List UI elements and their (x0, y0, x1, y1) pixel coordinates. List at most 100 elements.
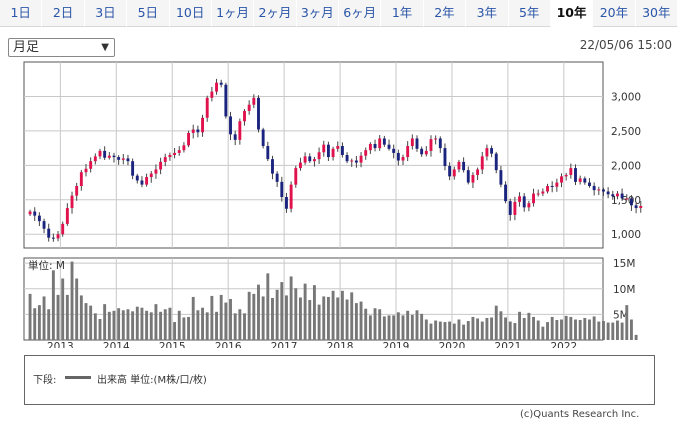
candle-down (634, 205, 638, 209)
volume-bar (443, 322, 447, 340)
candle-down (229, 116, 232, 135)
candle-up (406, 146, 410, 158)
candle-up (303, 156, 307, 163)
volume-bar (485, 317, 489, 340)
volume-bar (312, 285, 316, 340)
candle-up (597, 189, 601, 191)
volume-y-tick-label: 5M (613, 309, 629, 321)
tab-4[interactable]: 10日 (169, 0, 212, 27)
candle-down (415, 138, 419, 149)
price-chart: 2013 2014 2015 2016 2017 2018 2019 2020 2021 2022… (23, 61, 643, 348)
volume-bar (625, 305, 629, 340)
tab-2[interactable]: 3日 (84, 0, 128, 27)
candle-down (271, 159, 274, 174)
candle-down (354, 160, 358, 163)
candle-down (490, 148, 494, 154)
candle-up (107, 155, 111, 158)
volume-bar (588, 319, 591, 340)
candle-up (28, 211, 32, 215)
tab-15[interactable]: 30年 (635, 0, 678, 27)
volume-bar (201, 307, 204, 340)
candle-up (215, 82, 218, 92)
volume-bar (233, 313, 237, 340)
price-y-tick-label: 2,000 (611, 160, 641, 172)
volume-y-tick-label: 15M (613, 258, 635, 270)
volume-bar (574, 319, 577, 340)
candle-down (219, 82, 223, 85)
candle-down (275, 173, 279, 182)
candle-up (410, 138, 414, 147)
volume-y-tick-label: 10M (613, 284, 635, 296)
volume-bar (51, 270, 55, 340)
tab-9[interactable]: 1年 (381, 0, 424, 27)
volume-bar (70, 261, 74, 340)
candle-down (340, 146, 344, 155)
chart-type-select[interactable]: 月足 ▼ (8, 38, 115, 57)
candle-up (238, 121, 242, 140)
tab-5[interactable]: 1ヶ月 (211, 0, 255, 27)
volume-bar (508, 321, 512, 340)
candle-down (574, 168, 577, 182)
candle-down (420, 148, 424, 155)
volume-bar (112, 310, 116, 340)
volume-bar (308, 300, 312, 340)
candle-down (112, 155, 116, 158)
candle-down (47, 228, 51, 238)
candle-up (299, 162, 302, 169)
volume-bar (350, 292, 354, 340)
candle-up (555, 182, 559, 187)
tab-10[interactable]: 2年 (423, 0, 467, 27)
x-tick-label: 2019 (383, 341, 410, 348)
volume-bar (47, 309, 51, 340)
tab-14[interactable]: 20年 (593, 0, 636, 27)
candle-up (401, 157, 405, 161)
volume-bar (368, 315, 372, 340)
volume-bar (65, 294, 69, 340)
candle-up (452, 169, 456, 177)
candle-down (285, 197, 288, 209)
candle-up (532, 193, 535, 204)
tab-13[interactable]: 10年 (550, 0, 594, 27)
tab-1[interactable]: 2日 (42, 0, 85, 27)
volume-bar (135, 306, 139, 340)
tab-12[interactable]: 5年 (508, 0, 551, 27)
tab-11[interactable]: 3年 (466, 0, 509, 27)
tab-7[interactable]: 3ヶ月 (296, 0, 339, 27)
tab-0[interactable]: 1日 (0, 0, 43, 27)
candle-up (79, 172, 83, 186)
volume-bar (331, 290, 335, 340)
candle-up (247, 104, 251, 111)
volume-bar (401, 315, 405, 340)
candle-up (471, 174, 475, 183)
volume-bar (247, 291, 251, 340)
candle-up (201, 117, 204, 133)
volume-bar (345, 299, 349, 340)
volume-bar (299, 297, 302, 340)
volume-bar (448, 321, 452, 340)
volume-bar (476, 318, 480, 340)
volume-bar (550, 316, 554, 340)
volume-bar (33, 308, 37, 340)
volume-bar (457, 319, 461, 340)
tab-6[interactable]: 2ヶ月 (254, 0, 297, 27)
volume-bar (354, 303, 358, 340)
volume-bar (438, 321, 442, 340)
candle-down (308, 156, 312, 162)
tab-8[interactable]: 6ヶ月 (339, 0, 382, 27)
price-y-tick-label: 3,000 (611, 91, 641, 103)
volume-bar (103, 304, 107, 340)
volume-bar (205, 312, 209, 340)
candle-up (84, 168, 88, 173)
legend-box: 下段: 出来高 単位:(M株/口/枚) (24, 355, 655, 405)
volume-bar (326, 296, 330, 340)
candle-up (639, 205, 643, 209)
volume-bar (187, 316, 191, 340)
volume-bar (602, 321, 605, 340)
tab-3[interactable]: 5日 (127, 0, 170, 27)
candle-down (522, 196, 526, 208)
volume-bar (434, 320, 438, 340)
candle-down (583, 178, 587, 183)
candle-up (429, 139, 433, 151)
x-tick-label: 2013 (47, 341, 74, 348)
volume-bar (154, 304, 158, 340)
